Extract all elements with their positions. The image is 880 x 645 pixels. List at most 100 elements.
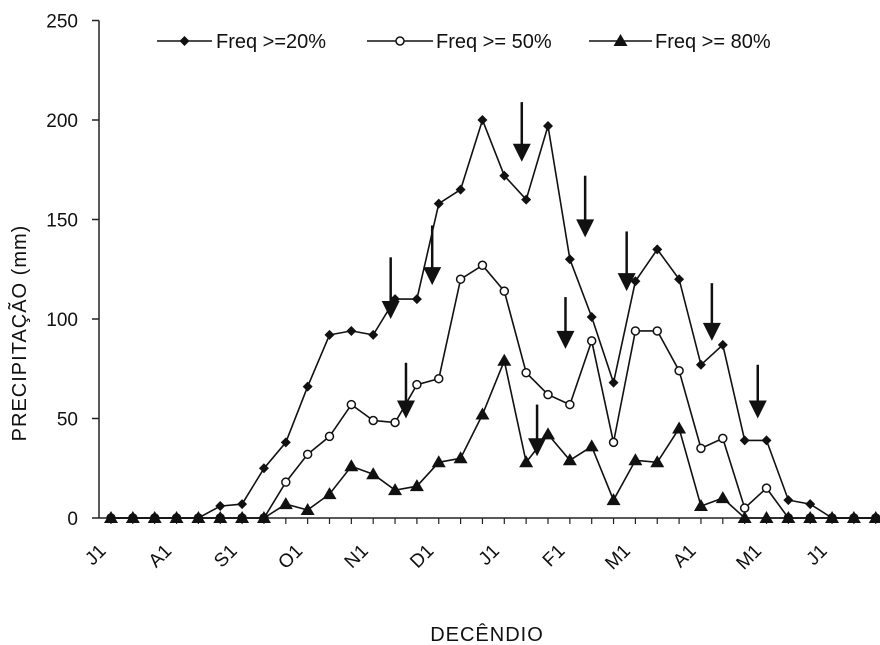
data-point bbox=[409, 479, 424, 492]
data-point bbox=[608, 377, 619, 388]
arrow-annotation bbox=[381, 257, 400, 319]
data-point bbox=[302, 381, 313, 392]
data-point bbox=[300, 503, 315, 516]
annotation-arrows bbox=[381, 102, 767, 457]
data-point bbox=[497, 353, 512, 366]
y-axis-title: PRECIPITAÇÃO (mm) bbox=[7, 225, 31, 442]
data-point bbox=[521, 194, 532, 205]
data-point bbox=[783, 495, 794, 506]
data-point bbox=[564, 254, 575, 265]
x-tick-label: M1 bbox=[733, 541, 767, 575]
x-tick-label: J1 bbox=[803, 541, 832, 570]
data-point bbox=[104, 511, 118, 523]
legend: Freq >=20% Freq >= 50% Freq >= 80% bbox=[157, 31, 771, 53]
data-point bbox=[411, 294, 422, 305]
data-point bbox=[781, 511, 796, 523]
arrow-annotation bbox=[617, 231, 636, 292]
data-point bbox=[346, 325, 357, 336]
x-tick-label: S1 bbox=[210, 541, 241, 572]
arrow-annotation bbox=[556, 297, 575, 349]
arrow-annotation bbox=[576, 175, 595, 238]
series-line bbox=[111, 264, 876, 519]
data-point bbox=[431, 455, 446, 468]
data-point bbox=[543, 389, 553, 400]
data-point bbox=[434, 373, 444, 384]
data-point bbox=[737, 511, 752, 523]
data-point bbox=[368, 415, 378, 426]
data-point bbox=[761, 435, 772, 446]
x-tick-label: N1 bbox=[341, 541, 373, 573]
data-point bbox=[652, 244, 663, 255]
data-point bbox=[278, 497, 293, 510]
data-point bbox=[499, 170, 510, 181]
x-axis: J1 A1 S1 O1 N1 D1 J1 F1 M1 A1 M1 J1 bbox=[81, 517, 880, 575]
data-point bbox=[868, 511, 880, 523]
data-point bbox=[674, 365, 684, 376]
x-tick-label: J1 bbox=[475, 541, 504, 570]
arrow-annotation bbox=[702, 283, 721, 341]
legend-label: Freq >= 80% bbox=[655, 31, 771, 53]
data-point bbox=[715, 491, 730, 504]
data-point bbox=[805, 499, 816, 510]
data-point bbox=[759, 511, 774, 523]
data-point bbox=[322, 487, 337, 500]
y-tick-label: 250 bbox=[46, 12, 78, 33]
x-tick-label: A1 bbox=[669, 541, 700, 572]
data-point bbox=[803, 511, 818, 523]
data-point bbox=[235, 511, 250, 523]
data-point bbox=[718, 433, 728, 444]
data-point bbox=[213, 511, 228, 523]
data-point bbox=[541, 427, 555, 440]
data-point bbox=[346, 399, 357, 410]
data-point bbox=[652, 326, 662, 336]
data-point bbox=[499, 286, 510, 296]
x-tick-label: A1 bbox=[145, 541, 176, 572]
data-point bbox=[717, 339, 728, 350]
data-point bbox=[302, 449, 313, 460]
y-tick-label: 150 bbox=[46, 211, 78, 232]
data-point bbox=[521, 367, 531, 378]
data-point bbox=[455, 184, 466, 195]
data-point bbox=[630, 276, 641, 287]
arrow-annotation bbox=[423, 225, 442, 286]
data-point bbox=[281, 477, 291, 487]
data-point bbox=[324, 329, 335, 340]
data-point bbox=[215, 501, 226, 512]
data-point bbox=[628, 453, 643, 466]
data-point bbox=[237, 499, 248, 510]
legend-marker bbox=[395, 36, 405, 46]
legend-marker bbox=[613, 34, 628, 46]
y-axis: 0 50 100 150 200 250 bbox=[46, 12, 100, 530]
data-point bbox=[761, 483, 772, 493]
x-tick-label: O1 bbox=[274, 541, 307, 574]
legend-item-1: Freq >=20% bbox=[157, 31, 326, 53]
data-point bbox=[693, 499, 708, 512]
data-point bbox=[368, 329, 379, 340]
data-point bbox=[344, 459, 359, 472]
data-point bbox=[562, 453, 577, 466]
data-point bbox=[477, 115, 488, 125]
x-tick-label: D1 bbox=[406, 541, 438, 573]
data-point bbox=[388, 483, 403, 496]
x-tick-label: F1 bbox=[539, 541, 570, 572]
x-tick-label: M1 bbox=[601, 541, 635, 575]
series-3 bbox=[104, 353, 880, 523]
series-line bbox=[111, 117, 876, 519]
y-tick-label: 200 bbox=[46, 111, 78, 132]
data-point bbox=[169, 511, 184, 523]
data-point bbox=[543, 120, 553, 131]
data-point bbox=[258, 463, 269, 474]
data-point bbox=[455, 274, 466, 284]
legend-item-3: Freq >= 80% bbox=[589, 31, 771, 53]
data-point bbox=[584, 439, 599, 452]
legend-label: Freq >= 50% bbox=[436, 31, 552, 53]
x-tick-label: J1 bbox=[81, 541, 110, 570]
x-axis-title: DECÊNDIO bbox=[430, 623, 544, 645]
data-point bbox=[696, 443, 706, 454]
data-point bbox=[739, 503, 750, 513]
data-point bbox=[739, 435, 750, 446]
series-1 bbox=[106, 115, 880, 523]
data-point bbox=[453, 451, 468, 464]
data-point bbox=[147, 511, 162, 523]
